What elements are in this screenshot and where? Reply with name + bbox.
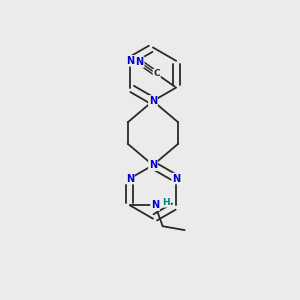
Text: N: N (149, 96, 157, 106)
Text: N: N (126, 173, 134, 184)
Text: C: C (153, 69, 160, 78)
Text: N: N (149, 160, 157, 170)
Text: N: N (126, 56, 134, 66)
Text: N: N (172, 173, 180, 184)
Text: N: N (151, 200, 159, 210)
Text: H: H (163, 198, 170, 207)
Text: N: N (136, 57, 144, 67)
